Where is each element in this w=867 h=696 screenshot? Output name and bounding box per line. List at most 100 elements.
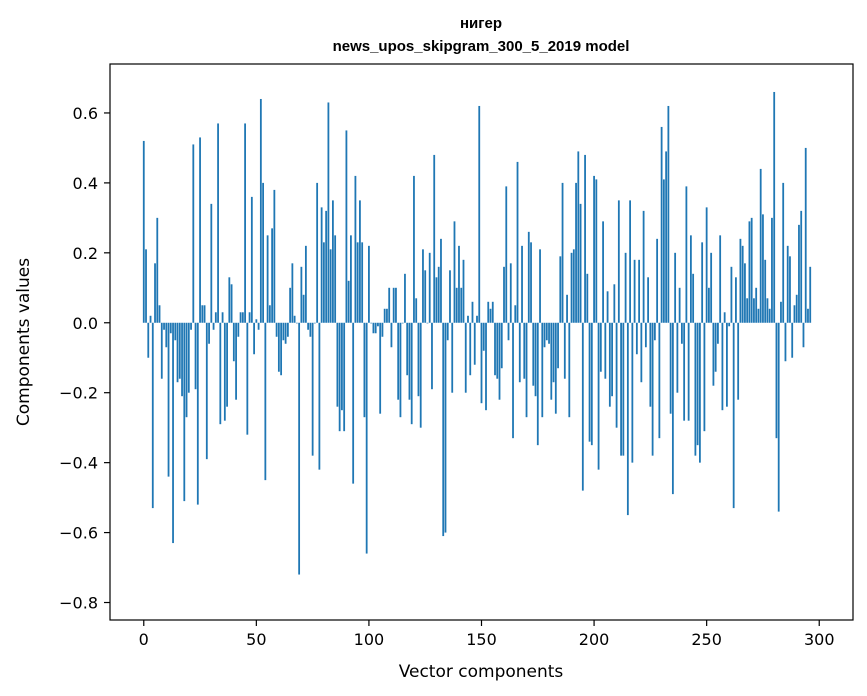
bar-component-90: [345, 130, 348, 323]
bar-component-48: [250, 196, 253, 323]
bar-component-189: [568, 322, 571, 418]
bar-component-13: [172, 322, 174, 544]
bar-component-38: [228, 277, 231, 323]
bar-component-232: [665, 151, 668, 323]
bar-component-53: [262, 182, 264, 323]
bar-component-246: [696, 322, 699, 446]
bar-component-111: [392, 287, 395, 323]
bar-component-37: [226, 322, 228, 407]
bar-component-34: [219, 322, 222, 425]
bar-component-236: [674, 252, 677, 323]
bar-component-22: [192, 144, 195, 323]
bar-component-137: [451, 322, 454, 393]
bar-component-20: [187, 322, 190, 393]
bar-component-266: [741, 245, 744, 323]
bar-component-136: [449, 270, 451, 323]
bar-component-33: [217, 123, 219, 323]
bar-component-21: [190, 322, 192, 330]
bar-component-183: [554, 322, 557, 414]
bar-component-2: [147, 322, 150, 358]
bar-component-86: [336, 322, 339, 407]
bar-component-39: [230, 284, 233, 323]
bar-component-56: [268, 305, 271, 323]
bar-component-4: [151, 322, 154, 509]
bar-component-185: [559, 256, 562, 323]
bar-component-285: [784, 322, 787, 362]
bar-component-228: [656, 238, 659, 323]
bar-component-180: [548, 322, 550, 344]
bar-component-5: [154, 263, 156, 323]
y-tick-label-0: −0.8: [59, 594, 98, 613]
bar-component-223: [644, 322, 647, 348]
bar-component-226: [651, 322, 654, 456]
bar-component-55: [266, 235, 269, 323]
bar-component-28: [205, 322, 208, 460]
y-tick-label-4: 0.0: [73, 314, 98, 333]
bar-component-76: [313, 322, 316, 324]
y-tick-label-5: 0.2: [73, 244, 98, 263]
bar-component-29: [208, 322, 210, 344]
bar-component-0: [142, 140, 145, 323]
bar-component-176: [539, 249, 541, 323]
bar-component-36: [223, 322, 226, 421]
bar-component-174: [534, 322, 537, 397]
bar-component-273: [757, 308, 760, 323]
bar-component-89: [343, 322, 346, 432]
bar-component-51: [257, 322, 260, 330]
bar-component-139: [455, 287, 458, 323]
bar-component-77: [316, 182, 319, 323]
bar-component-196: [584, 154, 586, 323]
bar-component-100: [368, 245, 370, 323]
bar-component-265: [739, 238, 742, 323]
bar-component-110: [390, 322, 393, 348]
x-tick-label-300: 300: [804, 630, 835, 649]
bar-component-271: [753, 298, 755, 323]
bar-component-59: [275, 322, 278, 337]
bar-component-54: [264, 322, 267, 481]
y-axis-label: Components values: [14, 258, 34, 426]
x-axis-label: Vector components: [399, 662, 564, 682]
bar-component-184: [557, 322, 559, 369]
bar-component-88: [341, 322, 343, 411]
bar-component-11: [167, 322, 170, 477]
bar-component-262: [732, 322, 735, 509]
bar-component-164: [512, 322, 514, 439]
bar-component-8: [160, 322, 163, 379]
bar-component-154: [489, 308, 492, 323]
bar-component-199: [590, 322, 593, 446]
bar-component-27: [203, 305, 206, 323]
bar-component-99: [365, 322, 368, 554]
bar-component-239: [680, 322, 683, 344]
x-tick-label-250: 250: [691, 630, 722, 649]
bar-component-249: [703, 322, 706, 432]
bar-component-178: [543, 322, 546, 348]
bar-component-108: [386, 308, 388, 323]
bars-group: [142, 91, 812, 575]
bar-component-211: [617, 200, 620, 323]
bar-component-81: [325, 210, 328, 323]
bar-component-103: [374, 322, 377, 334]
bar-component-44: [241, 312, 244, 323]
bar-component-276: [764, 259, 767, 323]
x-axis-ticks: 0 50 100 150 200 250 300: [139, 620, 835, 649]
bar-component-165: [514, 305, 517, 323]
bar-component-104: [377, 322, 379, 327]
bar-component-245: [694, 322, 697, 456]
bar-component-242: [687, 322, 690, 421]
bar-component-106: [381, 322, 384, 337]
bar-component-91: [347, 280, 350, 323]
bar-component-229: [658, 322, 661, 439]
bar-component-42: [237, 322, 240, 337]
bar-component-18: [183, 322, 186, 502]
bar-component-281: [775, 322, 778, 439]
bar-component-7: [158, 305, 161, 323]
bar-component-198: [588, 322, 591, 442]
bar-component-260: [728, 322, 731, 327]
bar-component-207: [608, 322, 611, 407]
bar-component-49: [253, 322, 255, 355]
bar-component-248: [701, 242, 704, 323]
bar-component-69: [298, 322, 301, 575]
bar-component-205: [604, 322, 607, 379]
bar-component-286: [786, 245, 789, 323]
bar-component-24: [196, 322, 199, 505]
